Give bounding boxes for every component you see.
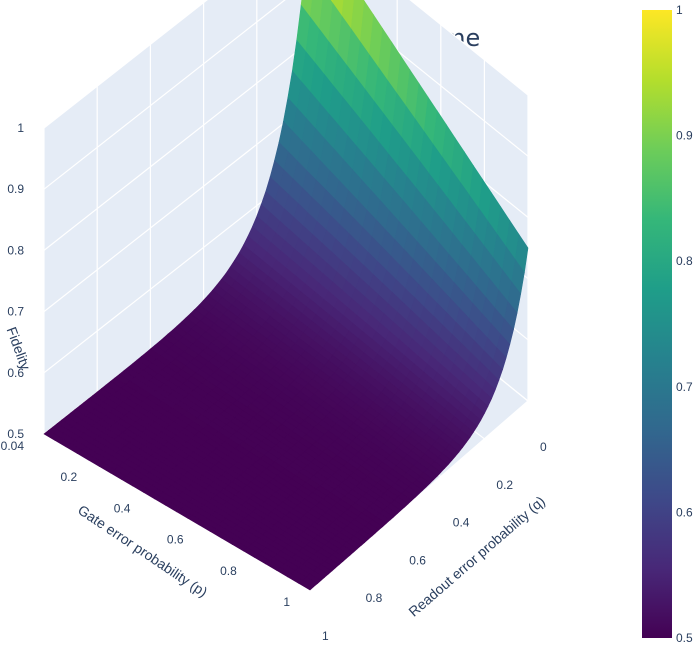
colorbar-tick-label: 0.8	[676, 254, 693, 268]
colorbar-tick-label: 0.7	[676, 380, 693, 394]
colorbar-tick-label: 0.9	[676, 129, 693, 143]
z-tick-label: 0.7	[7, 305, 24, 319]
p-tick-label: 0.4	[114, 501, 131, 515]
surface-patch	[298, 579, 315, 591]
grid-z	[43, 0, 529, 129]
z-tick-label: 0.8	[7, 243, 24, 257]
q-tick-label: 0.8	[366, 591, 383, 605]
surface-mesh	[43, 0, 529, 591]
axis-ticks: 0 0.2 0.4 0.6 0.8 1 0.04 0.2 0.4 0.6 0.8 1 0.5 0.6 0.7…	[1, 121, 547, 643]
q-tick-label: 0.4	[453, 516, 470, 530]
p-tick-label: 0.6	[167, 533, 184, 547]
colorbar-tick-label: 0.5	[676, 631, 693, 645]
p-tick-label: 0.04	[1, 439, 25, 453]
q-tick-label: 0.2	[496, 478, 513, 492]
z-axis-title: Fidelity	[4, 325, 34, 372]
z-tick-label: 0.6	[7, 366, 24, 380]
q-axis-title: Readout error probability (q)	[405, 493, 548, 620]
q-tick-label: 1	[322, 629, 329, 643]
z-tick-label: 0.5	[7, 427, 24, 441]
q-tick-label: 0	[540, 440, 547, 454]
back-wall-left	[44, 0, 310, 434]
z-tick-label: 0.9	[7, 182, 24, 196]
colorbar	[642, 10, 672, 638]
p-tick-label: 0.8	[220, 564, 237, 578]
colorbar-tick-label: 0.6	[676, 505, 693, 519]
z-tick-label: 1	[17, 121, 24, 135]
p-tick-label: 0.2	[61, 470, 78, 484]
p-tick-label: 1	[283, 595, 290, 609]
q-tick-label: 0.6	[409, 553, 426, 567]
colorbar-tick-label: 1	[676, 3, 683, 17]
grid-z	[43, 0, 529, 190]
